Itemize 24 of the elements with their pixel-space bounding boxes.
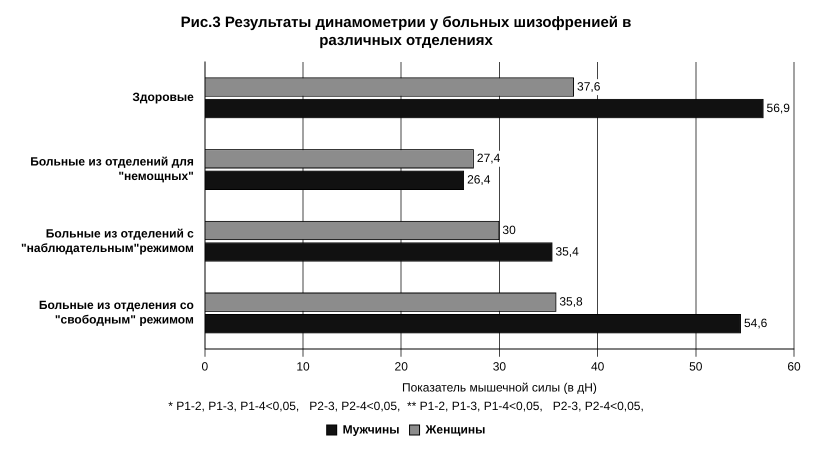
data-label: 54,6 bbox=[744, 316, 768, 330]
data-label: 35,4 bbox=[555, 244, 580, 258]
legend-label: Женщины bbox=[424, 422, 486, 436]
data-label: 37,6 bbox=[577, 79, 601, 94]
x-tick-label: 40 bbox=[590, 359, 605, 374]
y-tick-label: Больные из отделения со "свободным" режимом bbox=[38, 298, 194, 326]
x-tick-label: 0 bbox=[201, 359, 208, 374]
x-tick-label: 10 bbox=[296, 359, 310, 374]
chart-title: Рис.3 Результаты динамометрии у больных шизофренией в различных отделениях bbox=[180, 14, 632, 50]
data-label: 27,4 bbox=[476, 151, 501, 166]
x-tick-label: 30 bbox=[492, 359, 506, 374]
data-label: 56,9 bbox=[766, 100, 790, 115]
y-tick-label: Здоровые bbox=[132, 90, 194, 104]
data-label: 30 bbox=[502, 222, 516, 237]
legend-label: Мужчины bbox=[342, 422, 400, 436]
y-tick-label: Больные из отделений с "наблюдательным"режимом bbox=[20, 226, 194, 255]
text: * P1-2, P1-3, P1-4<0,05, P2-3, P2-4<0,05, ** P1-2, P1-3, P1-4<0,05, P2-3, P2-4<0,05, bbox=[168, 399, 644, 414]
data-label: 35,8 bbox=[559, 294, 584, 309]
data-label: 26,4 bbox=[467, 172, 491, 187]
x-tick-label: 50 bbox=[689, 359, 703, 374]
y-tick-label: Больные из отделений для "немощных" bbox=[30, 154, 194, 184]
x-axis-title: Показатель мышечной силы (в дН) bbox=[402, 380, 597, 395]
x-tick-label: 20 bbox=[394, 359, 408, 374]
x-tick-label: 60 bbox=[787, 359, 801, 374]
